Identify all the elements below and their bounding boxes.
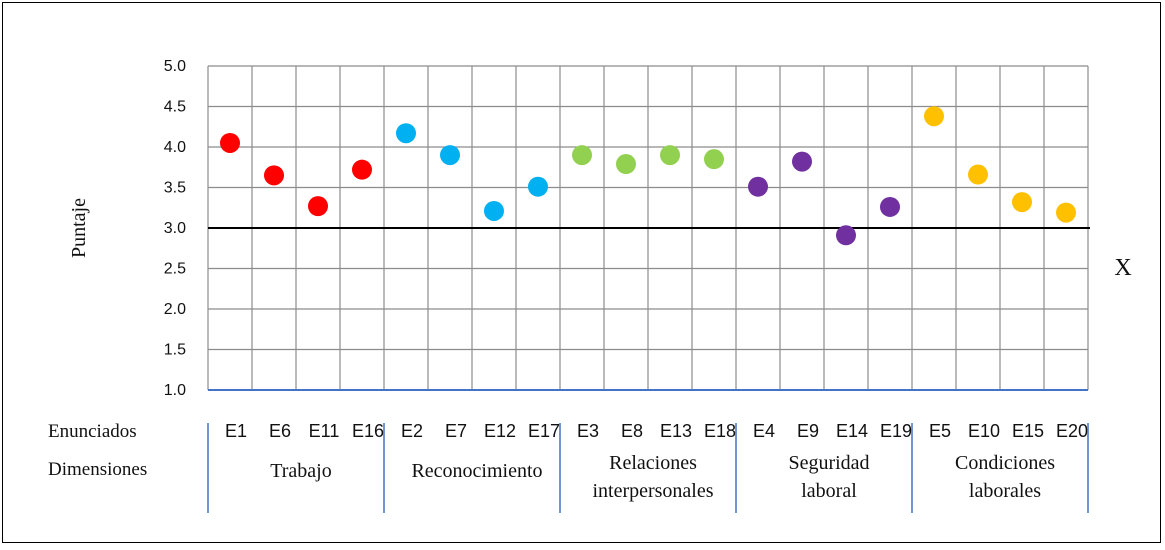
dimension-label: Seguridad bbox=[788, 452, 869, 474]
data-point bbox=[352, 159, 372, 180]
data-point bbox=[924, 106, 944, 127]
data-point bbox=[528, 176, 548, 197]
dimension-label: laboral bbox=[801, 480, 857, 502]
x-tick-label: E2 bbox=[401, 421, 423, 441]
data-point bbox=[264, 165, 284, 186]
y-tick-label: 3.0 bbox=[164, 220, 186, 237]
row-label-dimensiones: Dimensiones bbox=[48, 459, 147, 480]
data-point bbox=[440, 145, 460, 166]
dimension-label: Trabajo bbox=[270, 460, 331, 482]
dimension-label: laborales bbox=[969, 480, 1041, 502]
x-tick-label: E11 bbox=[309, 421, 340, 441]
chart-frame: 1.0 1.5 2.0 2.5 3.0 3.5 4.0 4.5 5.0 X Puntaje Enunc… bbox=[2, 2, 1161, 543]
x-tick-label: E9 bbox=[797, 421, 819, 441]
y-axis-label: Puntaje bbox=[68, 198, 90, 258]
dimension-label: Reconocimiento bbox=[411, 460, 542, 482]
dimension-label: Relaciones bbox=[609, 452, 697, 474]
data-point bbox=[396, 123, 416, 144]
x-tick-label: E15 bbox=[1012, 421, 1044, 441]
data-point bbox=[880, 196, 900, 217]
y-tick-label: 1.0 bbox=[164, 382, 186, 399]
x-tick-label: E18 bbox=[704, 421, 736, 441]
x-tick-label: E7 bbox=[445, 421, 467, 441]
y-tick-label: 5.0 bbox=[164, 58, 186, 75]
data-point bbox=[484, 200, 504, 221]
y-tick-label: 3.5 bbox=[164, 180, 186, 197]
y-tick-label: 2.5 bbox=[164, 261, 186, 278]
x-tick-label: E14 bbox=[836, 421, 868, 441]
x-tick-label: E12 bbox=[484, 421, 516, 441]
x-tick-label: E4 bbox=[753, 421, 775, 441]
data-point bbox=[572, 145, 592, 166]
x-tick-label: E20 bbox=[1056, 421, 1088, 441]
y-tick-label: 2.0 bbox=[164, 301, 186, 318]
data-point bbox=[1012, 192, 1032, 213]
y-tick-label: 4.0 bbox=[164, 139, 186, 156]
x-tick-label: E19 bbox=[880, 421, 912, 441]
x-tick-label: E3 bbox=[577, 421, 599, 441]
data-point bbox=[792, 151, 812, 172]
x-tick-label: E8 bbox=[621, 421, 643, 441]
x-tick-label: E16 bbox=[352, 421, 384, 441]
data-point bbox=[748, 176, 768, 197]
x-tick-label: E1 bbox=[225, 421, 247, 441]
y-tick-label: 1.5 bbox=[164, 342, 186, 359]
scatter-chart: 1.0 1.5 2.0 2.5 3.0 3.5 4.0 4.5 5.0 X Puntaje Enunc… bbox=[48, 58, 1132, 513]
x-tick-label: E17 bbox=[528, 421, 560, 441]
dimension-label: interpersonales bbox=[592, 480, 713, 502]
data-point bbox=[308, 196, 328, 217]
dimension-label: Condiciones bbox=[955, 452, 1055, 474]
data-point bbox=[968, 164, 988, 185]
data-point bbox=[1056, 202, 1076, 223]
x-tick-label: E10 bbox=[968, 421, 1000, 441]
data-point bbox=[660, 145, 680, 166]
x-tick-label: E5 bbox=[929, 421, 951, 441]
x-tick-label: E6 bbox=[269, 421, 291, 441]
x-tick-label: E13 bbox=[660, 421, 692, 441]
reference-line-label: X bbox=[1114, 255, 1131, 281]
data-point bbox=[836, 225, 856, 246]
y-tick-label: 4.5 bbox=[164, 99, 186, 116]
data-point bbox=[220, 132, 240, 153]
data-point bbox=[616, 154, 636, 175]
data-point bbox=[704, 149, 724, 170]
row-label-enunciados: Enunciados bbox=[48, 421, 137, 442]
